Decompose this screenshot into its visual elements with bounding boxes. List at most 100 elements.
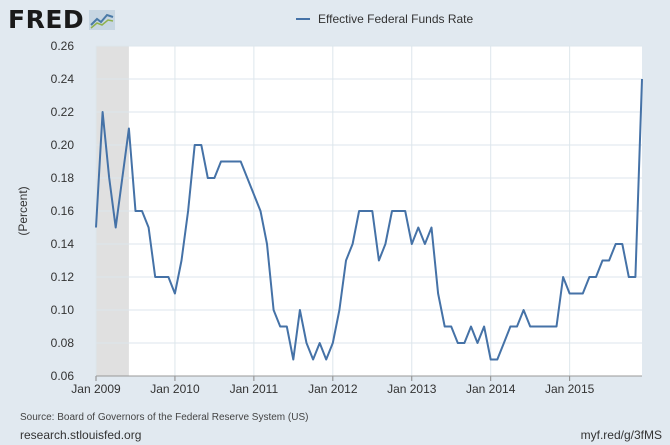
- data-point: [370, 209, 374, 213]
- data-point: [436, 292, 440, 296]
- data-point: [324, 358, 328, 362]
- x-tick-label: Jan 2015: [545, 382, 595, 396]
- data-point: [212, 176, 216, 180]
- data-point: [357, 209, 361, 213]
- y-axis: 0.06 0.08 0.10 0.12 0.14 0.16 0.18 0.20 0.22 0.24…: [51, 39, 75, 383]
- data-point: [541, 325, 545, 329]
- x-axis: Jan 2009 Jan 2010 Jan 2011 Jan 2012 Jan 2013…: [71, 375, 642, 396]
- y-tick-label: 0.06: [51, 369, 75, 383]
- data-point: [147, 226, 151, 230]
- data-point: [443, 325, 447, 329]
- data-point: [640, 77, 644, 81]
- data-point: [522, 308, 526, 312]
- legend-label: Effective Federal Funds Rate: [318, 12, 474, 26]
- data-point: [318, 341, 322, 345]
- data-point: [548, 325, 552, 329]
- y-tick-label: 0.16: [51, 204, 75, 218]
- chart-legend[interactable]: Effective Federal Funds Rate: [296, 12, 473, 26]
- data-point: [528, 325, 532, 329]
- data-point: [377, 259, 381, 263]
- y-tick-label: 0.10: [51, 303, 75, 317]
- data-point: [258, 209, 262, 213]
- data-point: [515, 325, 519, 329]
- data-point: [633, 275, 637, 279]
- data-point: [265, 242, 269, 246]
- data-point: [206, 176, 210, 180]
- y-tick-label: 0.24: [51, 72, 75, 86]
- y-tick-label: 0.20: [51, 138, 75, 152]
- data-point: [133, 209, 137, 213]
- data-point: [508, 325, 512, 329]
- data-point: [456, 341, 460, 345]
- data-point: [351, 242, 355, 246]
- data-point: [245, 176, 249, 180]
- y-tick-label: 0.14: [51, 237, 75, 251]
- data-point: [331, 341, 335, 345]
- data-point: [166, 275, 170, 279]
- data-point: [153, 275, 157, 279]
- data-point: [101, 110, 105, 114]
- data-point: [594, 275, 598, 279]
- data-point: [561, 275, 565, 279]
- data-point: [390, 209, 394, 213]
- data-point: [311, 358, 315, 362]
- short-url-link[interactable]: myf.red/g/3fMS: [580, 428, 662, 442]
- series-group: [94, 77, 644, 362]
- data-point: [219, 160, 223, 164]
- data-point: [469, 325, 473, 329]
- data-point: [180, 259, 184, 263]
- data-point: [305, 341, 309, 345]
- x-tick-label: Jan 2010: [150, 382, 200, 396]
- data-point: [581, 292, 585, 296]
- fred-logo[interactable]: FRED: [8, 5, 85, 34]
- data-point: [291, 358, 295, 362]
- data-point: [416, 226, 420, 230]
- data-point: [535, 325, 539, 329]
- y-tick-label: 0.08: [51, 336, 75, 350]
- data-point: [107, 176, 111, 180]
- data-point: [462, 341, 466, 345]
- data-point: [554, 325, 558, 329]
- data-point: [423, 242, 427, 246]
- legend-swatch: [296, 18, 310, 20]
- y-tick-label: 0.26: [51, 39, 75, 53]
- data-point: [344, 259, 348, 263]
- data-point: [449, 325, 453, 329]
- data-point: [127, 127, 131, 131]
- data-point: [120, 176, 124, 180]
- data-point: [403, 209, 407, 213]
- y-tick-label: 0.12: [51, 270, 75, 284]
- x-tick-label: Jan 2011: [230, 382, 279, 396]
- y-tick-label: 0.22: [51, 105, 75, 119]
- data-point: [482, 325, 486, 329]
- data-point: [587, 275, 591, 279]
- data-point: [272, 308, 276, 312]
- data-point: [601, 259, 605, 263]
- data-point: [186, 209, 190, 213]
- data-point: [173, 292, 177, 296]
- data-point: [364, 209, 368, 213]
- data-point: [114, 226, 118, 230]
- x-tick-label: Jan 2014: [466, 382, 516, 396]
- data-point: [226, 160, 230, 164]
- data-point: [232, 160, 236, 164]
- data-point: [620, 242, 624, 246]
- chart-line-icon: [89, 10, 115, 30]
- x-tick-label: Jan 2012: [308, 382, 358, 396]
- data-point: [337, 308, 341, 312]
- data-point: [410, 242, 414, 246]
- y-tick-label: 0.18: [51, 171, 75, 185]
- data-point: [94, 226, 98, 230]
- data-point: [285, 325, 289, 329]
- data-point: [502, 341, 506, 345]
- data-point: [607, 259, 611, 263]
- x-tick-label: Jan 2013: [387, 382, 437, 396]
- data-point: [568, 292, 572, 296]
- data-point: [574, 292, 578, 296]
- data-point: [489, 358, 493, 362]
- x-tick-label: Jan 2009: [71, 382, 121, 396]
- data-point: [199, 143, 203, 147]
- site-link[interactable]: research.stlouisfed.org: [20, 428, 142, 442]
- data-point: [193, 143, 197, 147]
